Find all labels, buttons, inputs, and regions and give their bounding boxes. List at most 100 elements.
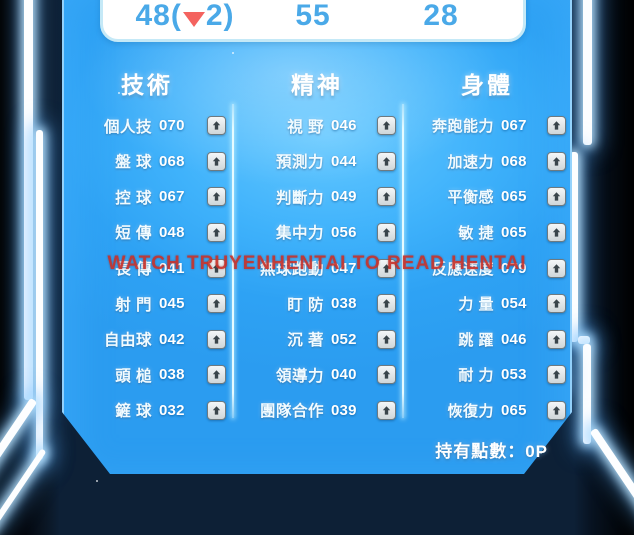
summary-paren-open: ( (170, 0, 182, 32)
stat-value: 065 (501, 401, 527, 419)
up-arrow-icon (211, 369, 222, 380)
stat-name: 反應速度 (431, 260, 494, 278)
up-arrow-icon (381, 298, 392, 309)
stat-name: 團隊合作 (259, 403, 324, 421)
increase-stat-button[interactable] (547, 329, 566, 349)
category-header-technique: 技術 (121, 72, 173, 98)
stat-row: 控 球 067 (62, 179, 232, 215)
stat-value: 068 (501, 152, 527, 170)
up-arrow-icon (211, 334, 222, 345)
stat-row: 頭 槌 038 (62, 357, 232, 393)
increase-stat-button[interactable] (377, 400, 396, 420)
frame-rail-right-bottom (583, 344, 591, 444)
increase-stat-button[interactable] (547, 222, 566, 242)
stat-row: 領導力 040 (232, 357, 402, 393)
stat-row: 盯 防 038 (232, 286, 402, 322)
up-arrow-icon (551, 156, 562, 167)
stat-name: 加速力 (447, 153, 494, 171)
stat-name: 短 傳 (115, 225, 152, 243)
up-arrow-icon (551, 298, 562, 309)
increase-stat-button[interactable] (207, 294, 226, 314)
increase-stat-button[interactable] (207, 187, 226, 207)
stat-value: 039 (331, 401, 357, 419)
frame-rail-left-outer (24, 0, 33, 400)
stat-row: 視 野 046 (232, 108, 402, 144)
summary-overall-number: 48 (135, 0, 171, 32)
stat-value: 070 (159, 117, 185, 135)
up-arrow-icon (551, 405, 562, 416)
stat-value: 040 (331, 366, 357, 384)
stat-value: 047 (331, 259, 357, 277)
up-arrow-icon (211, 227, 222, 238)
stat-value: 053 (501, 366, 527, 384)
increase-stat-button[interactable] (547, 258, 566, 278)
stat-name: 力 量 (458, 296, 494, 314)
increase-stat-button[interactable] (377, 151, 396, 171)
frame-rail-right-connector (578, 336, 590, 344)
increase-stat-button[interactable] (377, 116, 396, 136)
increase-stat-button[interactable] (547, 365, 566, 385)
stat-name: 射 門 (115, 296, 152, 314)
stat-columns: 個人技 070 盤 球 068 控 球 067 短 傳 048 長 傳 041 射 門 045 自由球 0… (62, 104, 572, 429)
increase-stat-button[interactable] (547, 151, 566, 171)
stat-row: 盤 球 068 (62, 144, 232, 180)
increase-stat-button[interactable] (207, 116, 226, 136)
category-header-physical: 身體 (461, 72, 513, 98)
up-arrow-icon (551, 191, 562, 202)
stat-value: 052 (331, 330, 357, 348)
stat-name: 恢復力 (447, 402, 494, 420)
stat-row: 長 傳 041 (62, 250, 232, 286)
stat-value: 048 (159, 223, 185, 241)
stat-value: 044 (331, 152, 357, 170)
increase-stat-button[interactable] (377, 329, 396, 349)
sparkle-dot (232, 52, 234, 54)
increase-stat-button[interactable] (207, 400, 226, 420)
stat-row: 短 傳 048 (62, 215, 232, 251)
stat-name: 判斷力 (275, 189, 324, 207)
stat-name: 領導力 (275, 367, 324, 385)
category-header-mental: 精神 (291, 72, 343, 98)
up-arrow-icon (381, 263, 392, 274)
stat-value: 046 (331, 117, 357, 135)
increase-stat-button[interactable] (207, 258, 226, 278)
stat-row: 敏 捷 065 (402, 215, 572, 251)
down-triangle-icon (182, 12, 205, 27)
up-arrow-icon (211, 191, 222, 202)
increase-stat-button[interactable] (547, 400, 566, 420)
stat-value: 065 (501, 188, 527, 206)
stat-value: 054 (501, 295, 527, 313)
stat-value: 041 (159, 259, 185, 277)
increase-stat-button[interactable] (377, 365, 396, 385)
increase-stat-button[interactable] (377, 222, 396, 242)
stat-column-technique: 個人技 070 盤 球 068 控 球 067 短 傳 048 長 傳 041 射 門 045 自由球 0… (62, 108, 232, 428)
increase-stat-button[interactable] (377, 294, 396, 314)
increase-stat-button[interactable] (207, 151, 226, 171)
increase-stat-button[interactable] (377, 187, 396, 207)
stat-row: 耐 力 053 (402, 357, 572, 393)
stat-row: 加速力 068 (402, 144, 572, 180)
frame-rail-right-top (583, 0, 592, 145)
stat-row: 個人技 070 (62, 108, 232, 144)
stat-row: 跳 躍 046 (402, 321, 572, 357)
stat-row: 團隊合作 039 (232, 393, 402, 429)
increase-stat-button[interactable] (547, 294, 566, 314)
increase-stat-button[interactable] (207, 329, 226, 349)
stat-row: 平衡感 065 (402, 179, 572, 215)
stat-value: 049 (331, 188, 357, 206)
stat-name: 個人技 (103, 118, 152, 136)
up-arrow-icon (551, 263, 562, 274)
up-arrow-icon (381, 191, 392, 202)
up-arrow-icon (381, 120, 392, 131)
stat-name: 預測力 (275, 154, 324, 172)
stat-row: 判斷力 049 (232, 179, 402, 215)
increase-stat-button[interactable] (207, 365, 226, 385)
up-arrow-icon (551, 369, 562, 380)
increase-stat-button[interactable] (377, 258, 396, 278)
stat-name: 敏 捷 (458, 224, 494, 242)
up-arrow-icon (551, 120, 562, 131)
increase-stat-button[interactable] (547, 187, 566, 207)
increase-stat-button[interactable] (207, 222, 226, 242)
stat-row: 恢復力 065 (402, 393, 572, 429)
increase-stat-button[interactable] (547, 116, 566, 136)
